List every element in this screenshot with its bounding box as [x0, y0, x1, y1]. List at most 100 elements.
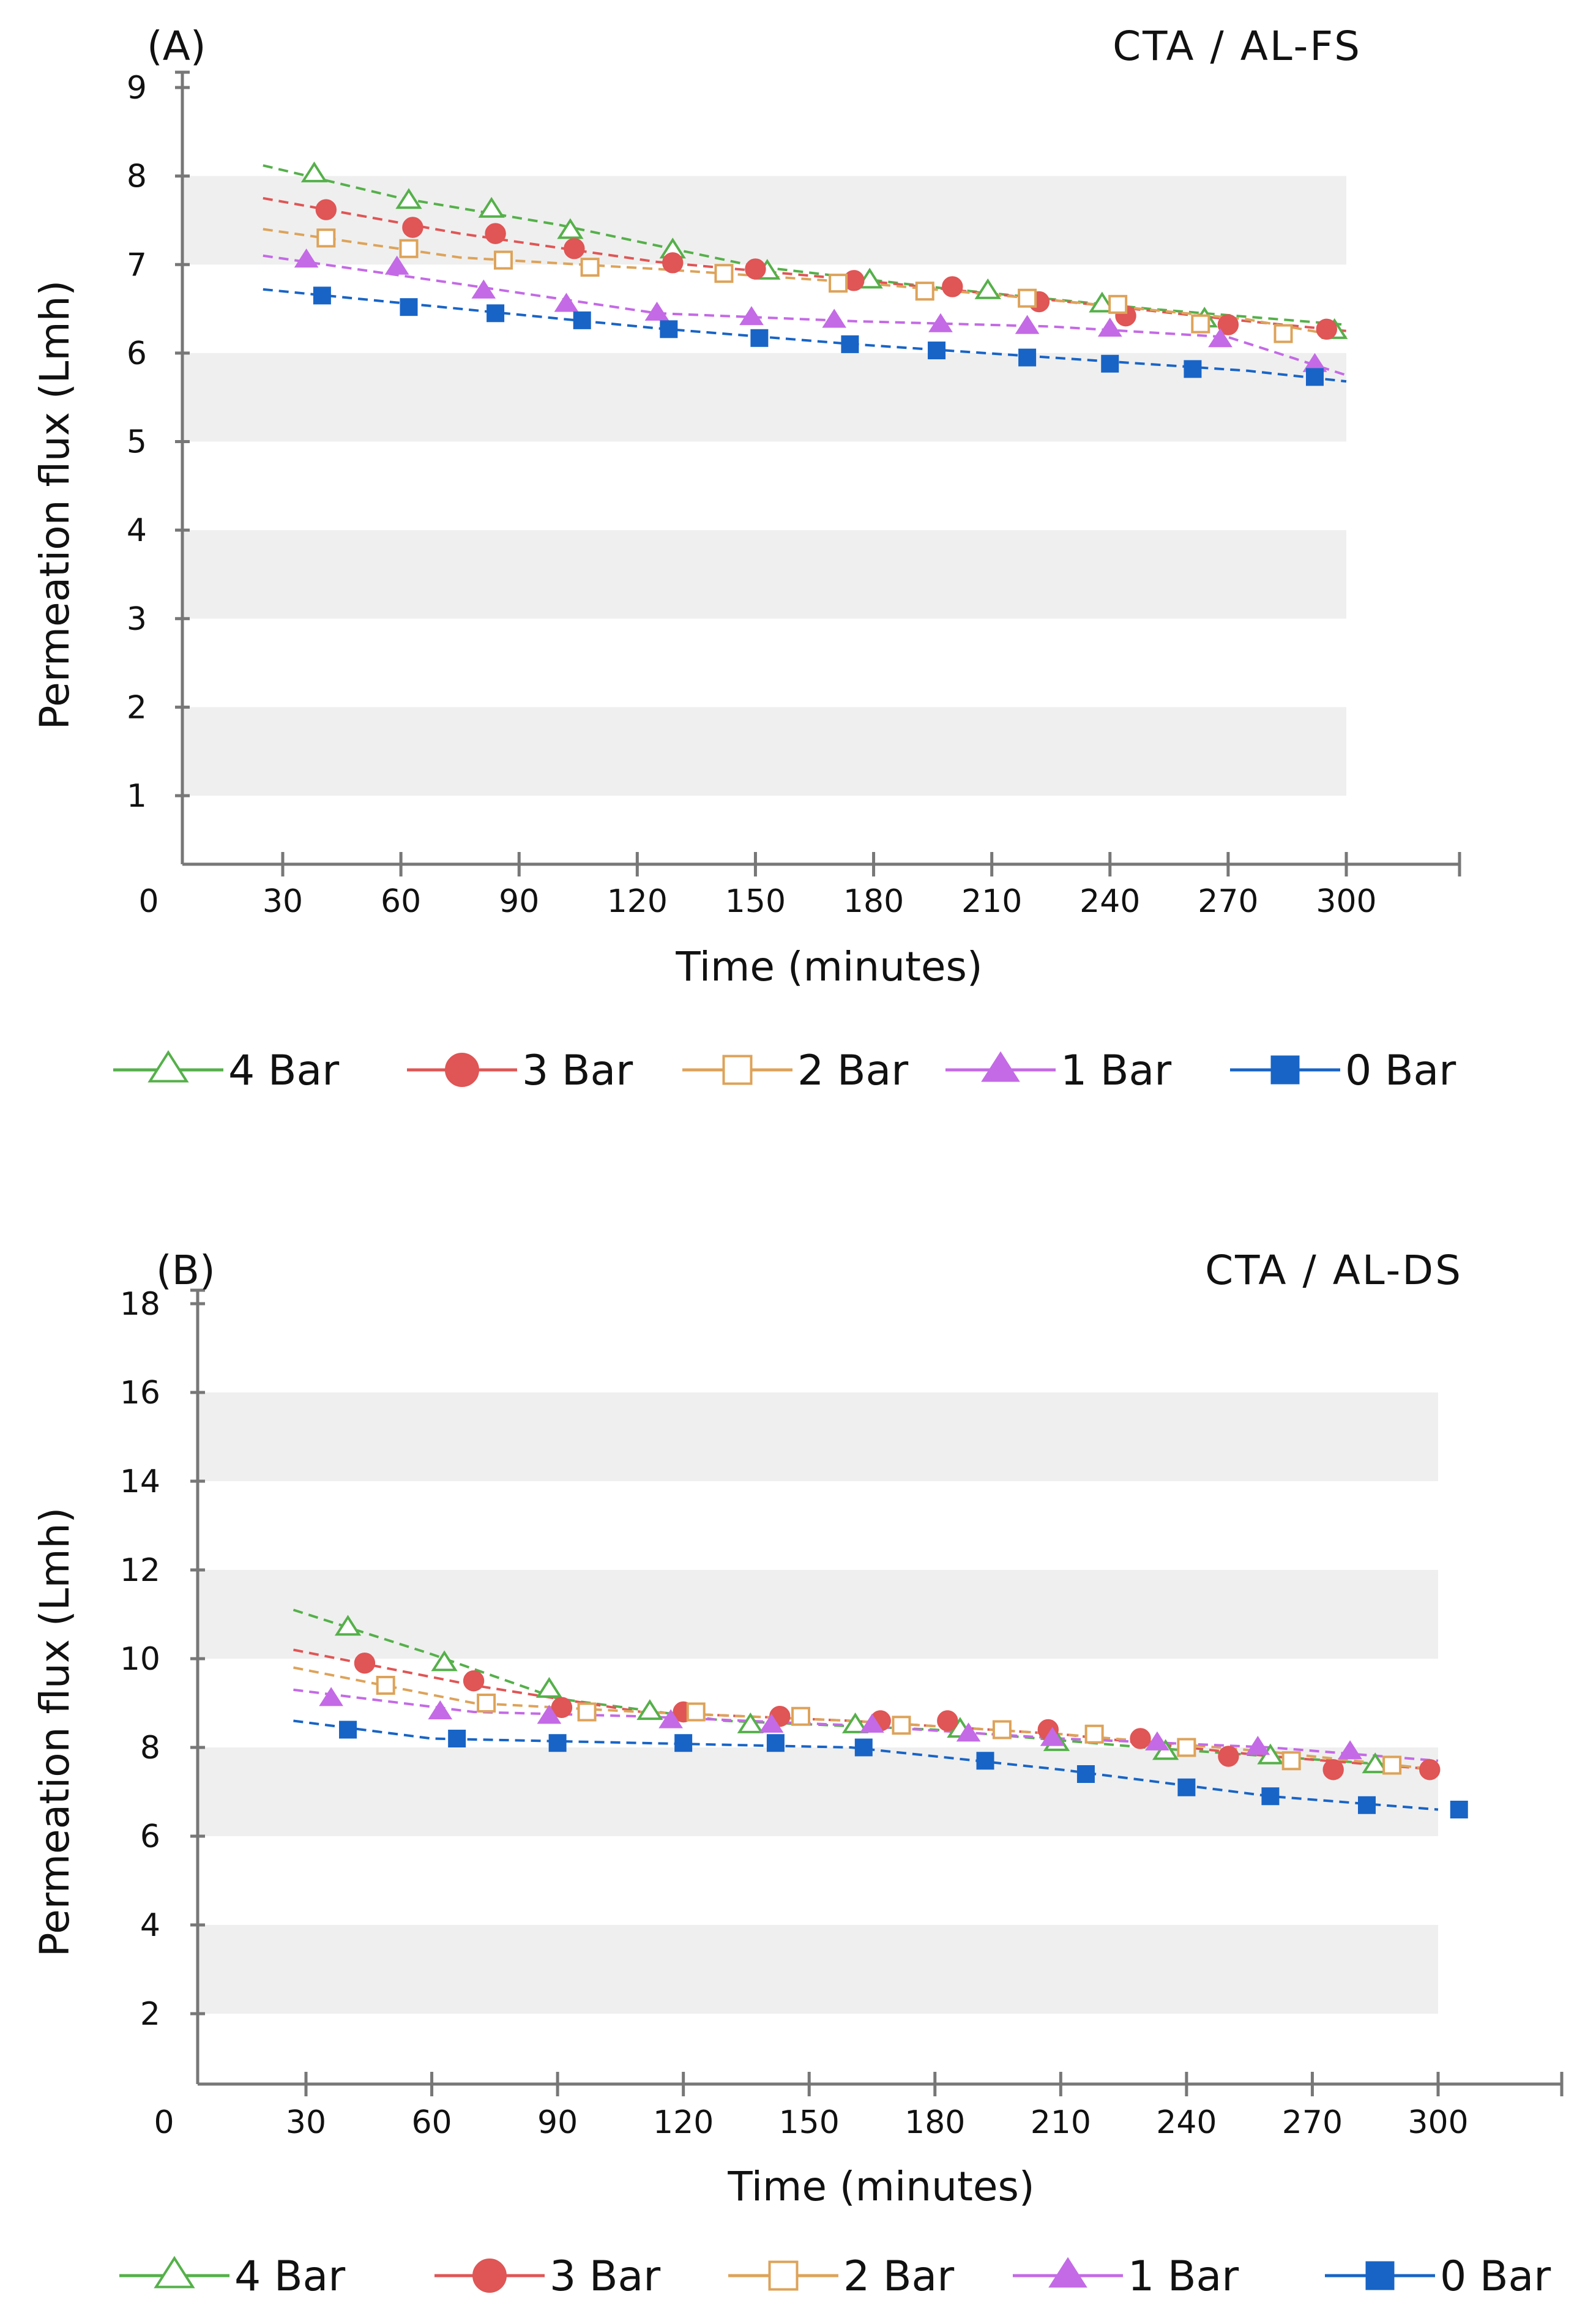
panel-b-x-tick-label: 60: [411, 2104, 452, 2141]
panel-a-legend-marker-2-bar: [722, 1055, 753, 1085]
panel-a-point-1-bar: [644, 301, 669, 321]
panel-b-y-axis-title: Permeation flux (Lmh): [31, 1508, 78, 1957]
panel-b-point-1-bar: [1145, 1731, 1169, 1750]
panel-b-trend-0-bar: [293, 1719, 1439, 1811]
panel-b-point-1-bar: [1245, 1736, 1270, 1755]
panel-a-point-1-bar: [554, 293, 579, 312]
panel-b-point-1-bar: [658, 1709, 683, 1728]
panel-b-point-0-bar: [976, 1752, 994, 1770]
panel-b-point-3-bar: [1218, 1746, 1239, 1767]
panel-a-point-2-bar: [714, 264, 734, 283]
panel-a-x-tick-label: 90: [499, 883, 539, 920]
panel-a-point-0-bar: [487, 304, 505, 323]
panel-a-y-tick-label: 4: [127, 512, 147, 549]
panel-a-x-axis-title: Time (minutes): [675, 943, 982, 990]
panel-a-point-1-bar: [1208, 328, 1232, 348]
panel-b-y-tick-label: 2: [140, 1996, 160, 2033]
panel-a-bands: [182, 176, 1346, 796]
panel-a-x-tick-label: 240: [1080, 883, 1140, 920]
panel-b-x-tick-label: 90: [537, 2104, 578, 2141]
panel-a-point-1-bar: [822, 308, 847, 328]
panel-a-axes: [175, 70, 1461, 876]
panel-b-band-0: [198, 1392, 1438, 1481]
panel-b-axes: [190, 1288, 1564, 2096]
panel-a-legend-marker-0-bar: [1270, 1055, 1300, 1085]
panel-b-y-tick-label: 10: [120, 1641, 160, 1678]
panel-b-point-3-bar: [463, 1670, 485, 1692]
panel-b-point-1-bar: [1338, 1740, 1362, 1760]
panel-a-point-2-bar: [316, 228, 336, 248]
panel-b-band-1: [198, 1570, 1438, 1659]
panel-a-point-1-bar: [384, 255, 409, 275]
panel-a-y-tick-label: 3: [127, 601, 147, 638]
panel-b-legend-label-2-bar: 2 Bar: [843, 2252, 954, 2301]
panel-b-point-2-bar: [577, 1702, 597, 1722]
panel-a-point-1-bar: [1015, 315, 1040, 334]
panel-a-y-tick-labels: 1 2 3 4 5 6 7 8 9: [127, 70, 147, 815]
panel-a-legend-marker-3-bar: [445, 1053, 479, 1087]
panel-b-point-3-bar: [551, 1697, 573, 1718]
panel-b-point-2-bar: [1281, 1751, 1301, 1771]
panel-b-point-4-bar: [535, 1676, 563, 1698]
panel-b-point-1-bar: [860, 1713, 884, 1733]
panel-b-legend-marker-4-bar: [154, 2255, 195, 2289]
panel-a-point-3-bar: [564, 238, 585, 260]
panel-a-legend-label-3-bar: 3 Bar: [522, 1047, 633, 1095]
panel-b-point-2-bar: [992, 1720, 1012, 1739]
panel-b-y-tick-label: 14: [120, 1463, 160, 1500]
panel-b: 2 4 6 8 10 12 14 16 18 0 30 60 90 120 150 180 210 240 270…: [31, 1247, 1564, 2301]
panel-a-point-0-bar: [660, 320, 678, 338]
panel-a-y-tick-label: 2: [127, 689, 147, 726]
panel-b-title: CTA / AL-DS: [1205, 1247, 1463, 1294]
panel-b-point-0-bar: [766, 1734, 785, 1752]
panel-b-y-tick-label: 12: [120, 1552, 160, 1589]
panel-b-point-3-bar: [937, 1710, 958, 1732]
panel-a-point-4-bar: [557, 218, 584, 239]
panel-b-legend-marker-1-bar: [1048, 2257, 1087, 2288]
panel-a-x-tick-label: 180: [843, 883, 904, 920]
panel-a-band-0: [182, 176, 1346, 265]
panel-a-legend-label-0-bar: 0 Bar: [1345, 1047, 1456, 1095]
panel-b-point-0-bar: [1177, 1778, 1196, 1796]
panel-b-point-2-bar: [1084, 1724, 1104, 1744]
panel-b-x-tick-label: 240: [1156, 2104, 1217, 2141]
panel-b-y-tick-label: 4: [140, 1907, 160, 1944]
panel-a-point-4-bar: [1089, 291, 1116, 313]
panel-b-y-tick-label: 18: [120, 1286, 160, 1323]
panel-a-point-2-bar: [580, 258, 600, 277]
panel-a-point-0-bar: [750, 329, 769, 347]
panel-b-x-tick-label: 210: [1031, 2104, 1091, 2141]
panel-a-point-2-bar: [1018, 288, 1037, 308]
panel-b-point-4-bar: [636, 1699, 663, 1721]
panel-a-point-2-bar: [1273, 324, 1293, 343]
panel-b-point-1-bar: [537, 1705, 562, 1724]
panel-b-x-tick-label: 120: [653, 2104, 714, 2141]
panel-a-point-0-bar: [573, 311, 591, 329]
panel-b-legend-marker-2-bar: [768, 2260, 799, 2291]
panel-a-legend-label-1-bar: 1 Bar: [1061, 1047, 1171, 1095]
panel-b-point-2-bar: [791, 1706, 811, 1726]
panel-a-legend-label-2-bar: 2 Bar: [797, 1047, 908, 1095]
panel-b-x-tick-label: 0: [154, 2104, 174, 2141]
panel-b-point-2-bar: [477, 1694, 496, 1713]
panel-b-point-0-bar: [339, 1721, 357, 1739]
panel-b-x-axis-title: Time (minutes): [727, 2163, 1034, 2210]
panel-b-band-2: [198, 1747, 1438, 1836]
panel-a-x-tick-label: 270: [1198, 883, 1258, 920]
panel-a-point-1-bar: [928, 313, 953, 332]
panel-a-point-2-bar: [399, 239, 419, 258]
panel-b-point-0-bar: [854, 1738, 873, 1757]
panel-a-point-2-bar: [829, 274, 848, 293]
panel-a-point-3-bar: [662, 252, 684, 274]
panel-a-point-2-bar: [1108, 294, 1128, 314]
panel-b-point-0-bar: [674, 1734, 693, 1752]
panel-a-x-tick-label: 120: [607, 883, 668, 920]
panel-b-x-tick-label: 30: [286, 2104, 326, 2141]
panel-b-y-tick-labels: 2 4 6 8 10 12 14 16 18: [120, 1286, 160, 2033]
panel-a-point-3-bar: [1217, 314, 1239, 335]
panel-b-point-1-bar: [1040, 1727, 1065, 1746]
panel-a-y-tick-label: 1: [127, 778, 147, 815]
panel-b-x-tick-label: 150: [779, 2104, 840, 2141]
panel-a-trend-1-bar: [263, 254, 1347, 376]
panel-b-legend: 4 Bar 3 Bar 2 Bar 1 Bar 0 Bar: [119, 2252, 1551, 2301]
